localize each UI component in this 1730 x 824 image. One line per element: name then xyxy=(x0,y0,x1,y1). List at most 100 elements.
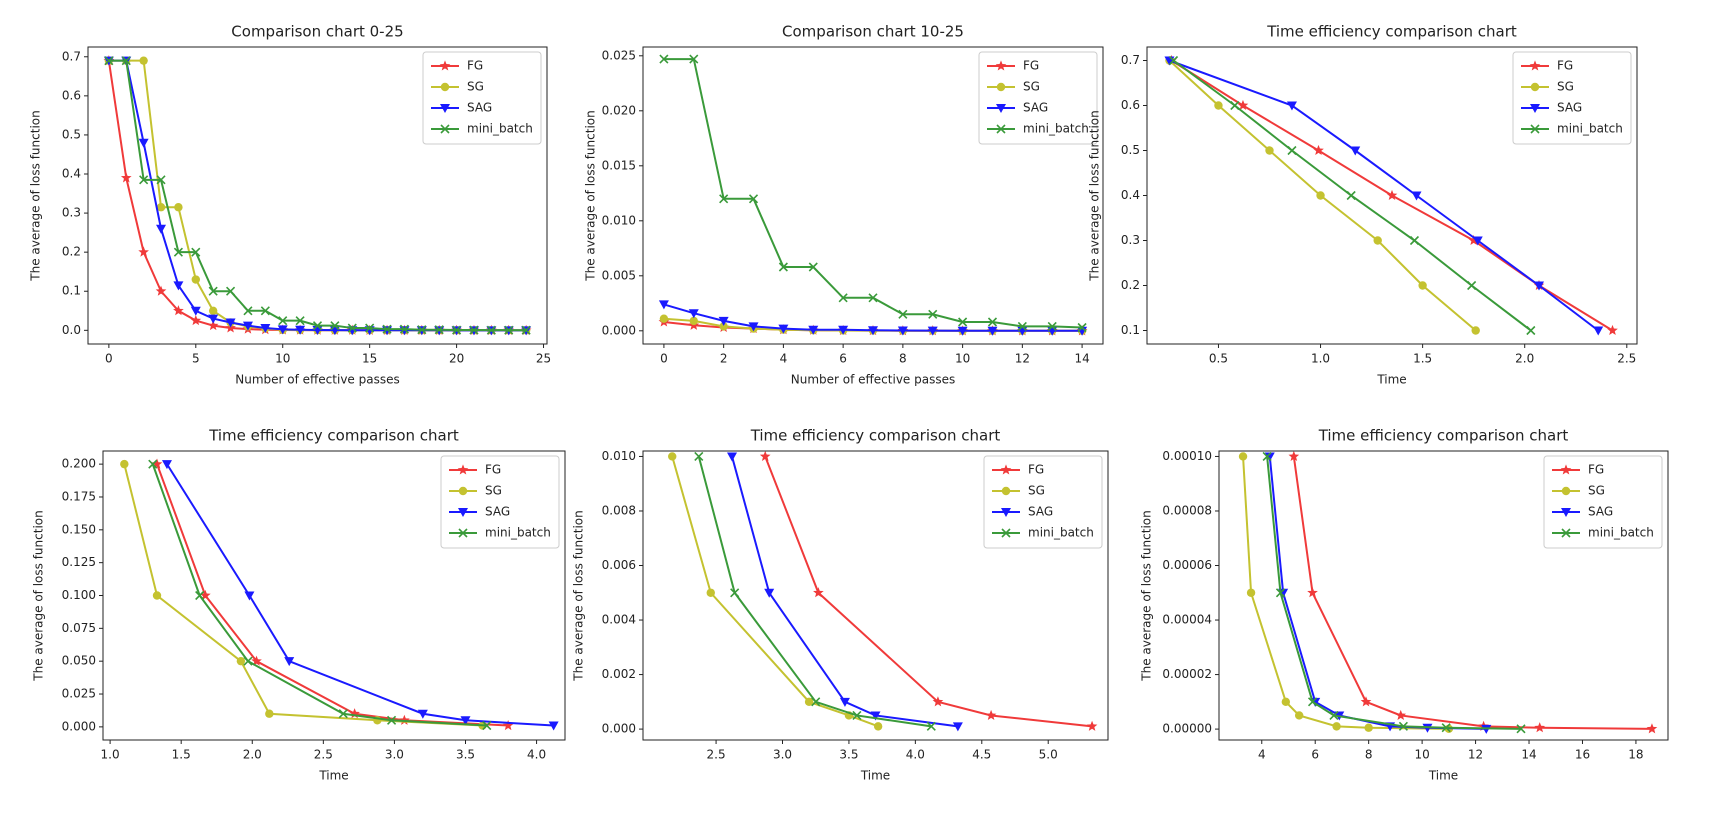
data-point xyxy=(1422,723,1433,733)
y-tick-label: 0.000 xyxy=(602,722,636,736)
data-point xyxy=(1471,326,1480,335)
data-point xyxy=(174,203,183,212)
legend: FG SG SAG mini_batch xyxy=(422,51,542,145)
data-point xyxy=(1265,146,1274,155)
data-point xyxy=(120,459,129,469)
data-point xyxy=(148,459,158,469)
y-tick-label: 0.2 xyxy=(62,245,81,259)
data-point xyxy=(778,262,788,272)
data-point xyxy=(1246,588,1256,597)
data-point xyxy=(349,708,360,719)
data-point xyxy=(502,719,514,731)
data-point xyxy=(434,325,444,335)
legend-label: FG xyxy=(467,59,483,73)
x-tick-label: 4.0 xyxy=(527,748,546,762)
data-point xyxy=(242,321,253,331)
y-tick-label: 0.004 xyxy=(602,613,636,627)
legend-box xyxy=(983,455,1103,549)
y-tick-label: 0.175 xyxy=(62,489,96,503)
y-tick-label: 0.015 xyxy=(602,158,636,172)
legend-label: SAG xyxy=(1588,505,1613,519)
legend-marker xyxy=(996,82,1006,92)
legend-label: SG xyxy=(1023,80,1040,94)
legend-label: mini_batch xyxy=(485,526,551,540)
x-tick-label: 3.5 xyxy=(456,748,475,762)
data-point xyxy=(706,588,715,597)
plot-area xyxy=(1164,54,1618,336)
x-tick-label: 5 xyxy=(192,352,200,366)
data-point xyxy=(417,709,428,719)
data-point xyxy=(718,316,729,326)
y-tick-label: 0.7 xyxy=(1121,53,1140,67)
y-tick-label: 0.2 xyxy=(1121,278,1140,292)
data-point xyxy=(1168,55,1179,66)
data-point xyxy=(868,326,878,336)
legend-label: mini_batch xyxy=(467,122,533,136)
legend-marker xyxy=(1561,508,1571,517)
data-point xyxy=(120,172,132,183)
x-tick-label: 1.5 xyxy=(1413,352,1432,366)
x-tick-label: 18 xyxy=(1628,748,1643,762)
data-point xyxy=(1275,588,1286,598)
data-point xyxy=(1386,189,1398,201)
legend-label: SAG xyxy=(1028,505,1053,519)
data-point xyxy=(1017,321,1027,331)
y-tick-label: 0.00010 xyxy=(1162,449,1212,463)
data-point xyxy=(987,317,998,327)
x-tick-label: 2.5 xyxy=(1617,352,1636,366)
data-point xyxy=(952,722,963,732)
legend-marker xyxy=(1530,124,1540,134)
data-point xyxy=(932,696,944,707)
series-line xyxy=(151,463,487,727)
x-tick-label: 12 xyxy=(1015,352,1030,366)
data-point xyxy=(469,325,479,335)
data-point xyxy=(1294,711,1304,720)
series-line xyxy=(671,456,879,728)
y-tick-label: 0.3 xyxy=(1121,233,1140,247)
subplot: Comparison chart 10-25 Number of effectiv… xyxy=(584,23,1104,387)
data-point xyxy=(1364,723,1373,732)
data-point xyxy=(1607,324,1618,336)
plot-area xyxy=(120,458,559,731)
data-point xyxy=(778,324,789,334)
legend-marker xyxy=(1000,464,1012,475)
chart-title: Time efficiency comparison chart xyxy=(208,427,459,445)
data-point xyxy=(191,247,201,257)
x-tick-label: 12 xyxy=(1468,748,1483,762)
subplot: Time efficiency comparison chart Time The … xyxy=(572,427,1109,783)
x-tick-label: 10 xyxy=(1414,748,1429,762)
data-point xyxy=(1286,101,1297,111)
data-point xyxy=(200,589,211,601)
legend-label: SAG xyxy=(1557,101,1582,115)
data-point xyxy=(295,325,306,335)
data-point xyxy=(808,262,818,272)
data-point xyxy=(694,451,704,462)
data-point xyxy=(295,316,305,326)
data-point xyxy=(417,325,427,335)
legend-marker xyxy=(1001,508,1011,517)
data-point xyxy=(236,656,246,666)
data-point xyxy=(190,306,201,316)
legend: FG SG SAG mini_batch xyxy=(978,51,1098,145)
data-point xyxy=(244,591,255,601)
data-point xyxy=(1307,697,1318,707)
data-point xyxy=(260,306,270,316)
x-tick-label: 10 xyxy=(955,352,970,366)
axes-frame xyxy=(1146,46,1638,345)
y-tick-label: 0.125 xyxy=(62,555,96,569)
legend-label: FG xyxy=(1023,59,1039,73)
data-point xyxy=(1316,191,1325,200)
x-tick-label: 0.5 xyxy=(1209,352,1228,366)
y-tick-label: 0.000 xyxy=(602,323,636,337)
x-tick-label: 10 xyxy=(275,352,290,366)
legend-label: SG xyxy=(1028,484,1045,498)
data-point xyxy=(1516,724,1526,734)
data-point xyxy=(659,314,669,323)
data-point xyxy=(161,460,172,470)
series-line xyxy=(1266,456,1522,730)
data-point xyxy=(330,321,340,331)
legend-marker xyxy=(1529,60,1541,71)
data-point xyxy=(873,722,883,731)
x-tick-label: 5.0 xyxy=(1039,748,1058,762)
data-point xyxy=(719,194,729,204)
